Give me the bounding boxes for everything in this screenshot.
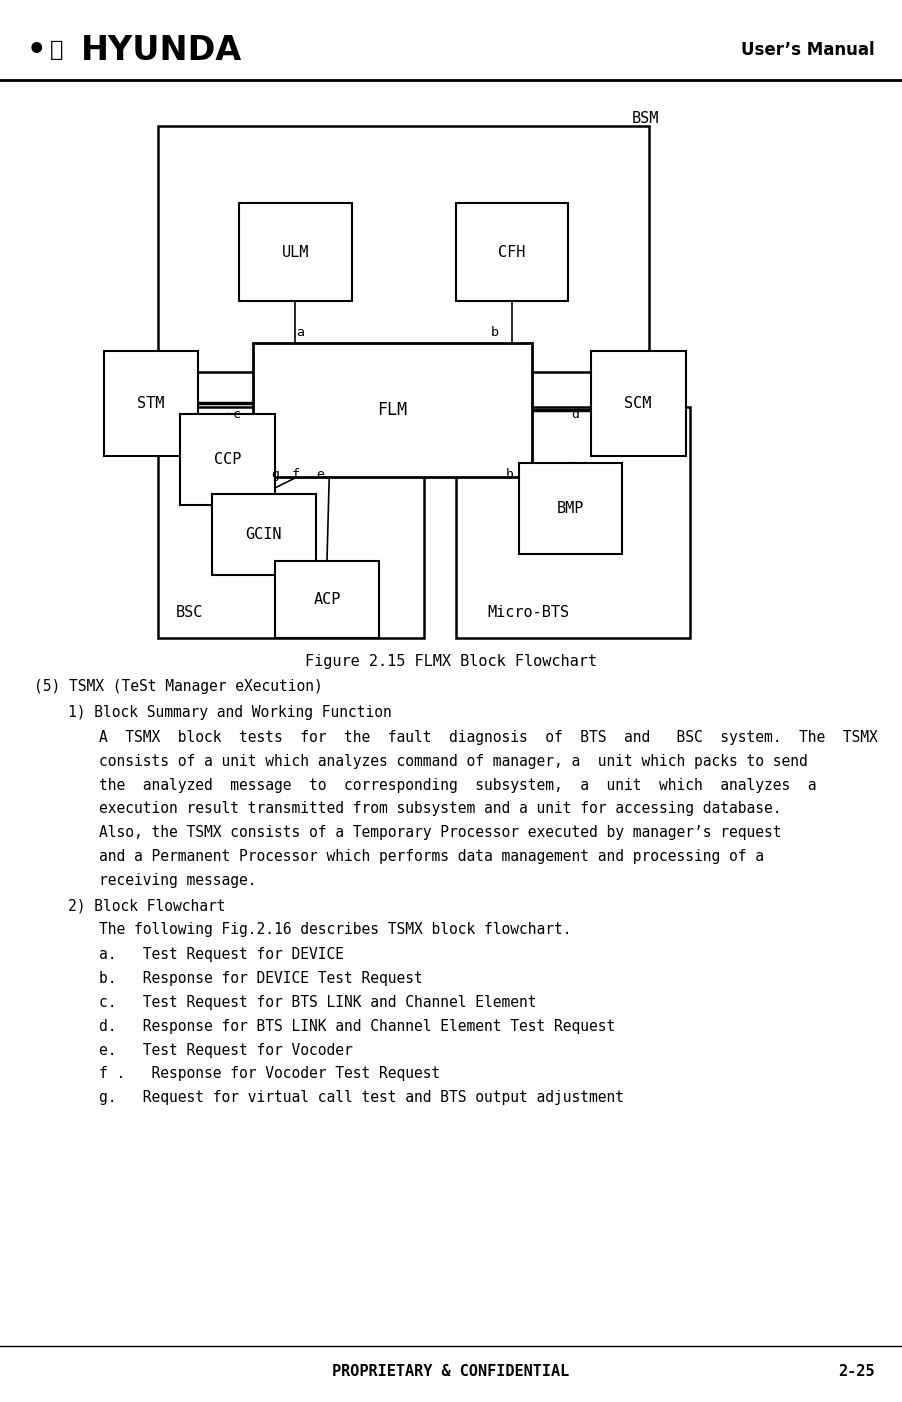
Bar bbox=[212, 494, 316, 575]
Bar bbox=[456, 203, 568, 301]
Text: g: g bbox=[272, 468, 279, 481]
Text: A  TSMX  block  tests  for  the  fault  diagnosis  of  BTS  and   BSC  system.  : A TSMX block tests for the fault diagnos… bbox=[99, 730, 878, 744]
Bar bbox=[180, 414, 275, 505]
Text: d.   Response for BTS LINK and Channel Element Test Request: d. Response for BTS LINK and Channel Ele… bbox=[99, 1019, 615, 1033]
Text: HYUNDA: HYUNDA bbox=[81, 34, 243, 67]
Bar bbox=[104, 350, 198, 456]
Bar bbox=[519, 463, 622, 554]
Text: g.   Request for virtual call test and BTS output adjustment: g. Request for virtual call test and BTS… bbox=[99, 1091, 624, 1105]
Text: b.   Response for DEVICE Test Request: b. Response for DEVICE Test Request bbox=[99, 972, 423, 986]
Text: STM: STM bbox=[137, 395, 165, 411]
Text: PROPRIETARY & CONFIDENTIAL: PROPRIETARY & CONFIDENTIAL bbox=[332, 1364, 570, 1378]
Text: a: a bbox=[297, 327, 304, 339]
Text: and a Permanent Processor which performs data management and processing of a: and a Permanent Processor which performs… bbox=[99, 850, 764, 864]
Text: consists of a unit which analyzes command of manager, a  unit which packs to sen: consists of a unit which analyzes comman… bbox=[99, 754, 808, 768]
Bar bbox=[456, 407, 690, 638]
Bar bbox=[158, 126, 649, 372]
Text: CFH: CFH bbox=[498, 245, 526, 259]
Text: •: • bbox=[27, 36, 47, 64]
Text: a.   Test Request for DEVICE: a. Test Request for DEVICE bbox=[99, 948, 345, 962]
Text: CCP: CCP bbox=[214, 451, 242, 467]
Text: FLM: FLM bbox=[377, 401, 408, 419]
Text: Micro-BTS: Micro-BTS bbox=[487, 604, 569, 620]
Text: e: e bbox=[317, 468, 324, 481]
Text: 1) Block Summary and Working Function: 1) Block Summary and Working Function bbox=[68, 705, 391, 719]
Text: 2) Block Flowchart: 2) Block Flowchart bbox=[68, 899, 226, 913]
Text: f: f bbox=[292, 468, 299, 481]
Text: the  analyzed  message  to  corresponding  subsystem,  a  unit  which  analyzes : the analyzed message to corresponding su… bbox=[99, 778, 816, 792]
Text: SCM: SCM bbox=[624, 395, 652, 411]
Text: ACP: ACP bbox=[313, 592, 341, 607]
Text: execution result transmitted from subsystem and a unit for accessing database.: execution result transmitted from subsys… bbox=[99, 802, 782, 816]
Text: c.   Test Request for BTS LINK and Channel Element: c. Test Request for BTS LINK and Channel… bbox=[99, 995, 537, 1009]
Text: h: h bbox=[506, 468, 513, 481]
Text: 2-25: 2-25 bbox=[839, 1364, 875, 1378]
Text: Also, the TSMX consists of a Temporary Processor executed by manager’s request: Also, the TSMX consists of a Temporary P… bbox=[99, 826, 782, 840]
Text: c: c bbox=[233, 408, 240, 421]
Text: d: d bbox=[572, 408, 579, 421]
Text: BSC: BSC bbox=[176, 604, 203, 620]
Text: b: b bbox=[491, 327, 498, 339]
Bar bbox=[253, 343, 532, 477]
Text: e.   Test Request for Vocoder: e. Test Request for Vocoder bbox=[99, 1043, 353, 1057]
Text: BMP: BMP bbox=[557, 501, 584, 516]
Text: User’s Manual: User’s Manual bbox=[741, 42, 875, 59]
Text: BSM: BSM bbox=[631, 111, 658, 126]
Text: The following Fig.2.16 describes TSMX block flowchart.: The following Fig.2.16 describes TSMX bl… bbox=[99, 923, 572, 937]
Text: (5) TSMX (TeSt Manager eXecution): (5) TSMX (TeSt Manager eXecution) bbox=[34, 680, 323, 694]
Bar bbox=[158, 407, 424, 638]
Text: ⦿: ⦿ bbox=[50, 41, 63, 60]
Text: f .   Response for Vocoder Test Request: f . Response for Vocoder Test Request bbox=[99, 1067, 440, 1081]
Text: Figure 2.15 FLMX Block Flowchart: Figure 2.15 FLMX Block Flowchart bbox=[305, 655, 597, 669]
Text: ULM: ULM bbox=[281, 245, 309, 259]
Bar bbox=[591, 350, 686, 456]
Text: receiving message.: receiving message. bbox=[99, 873, 257, 887]
Text: GCIN: GCIN bbox=[245, 527, 282, 541]
Bar bbox=[239, 203, 352, 301]
Bar bbox=[275, 561, 379, 638]
